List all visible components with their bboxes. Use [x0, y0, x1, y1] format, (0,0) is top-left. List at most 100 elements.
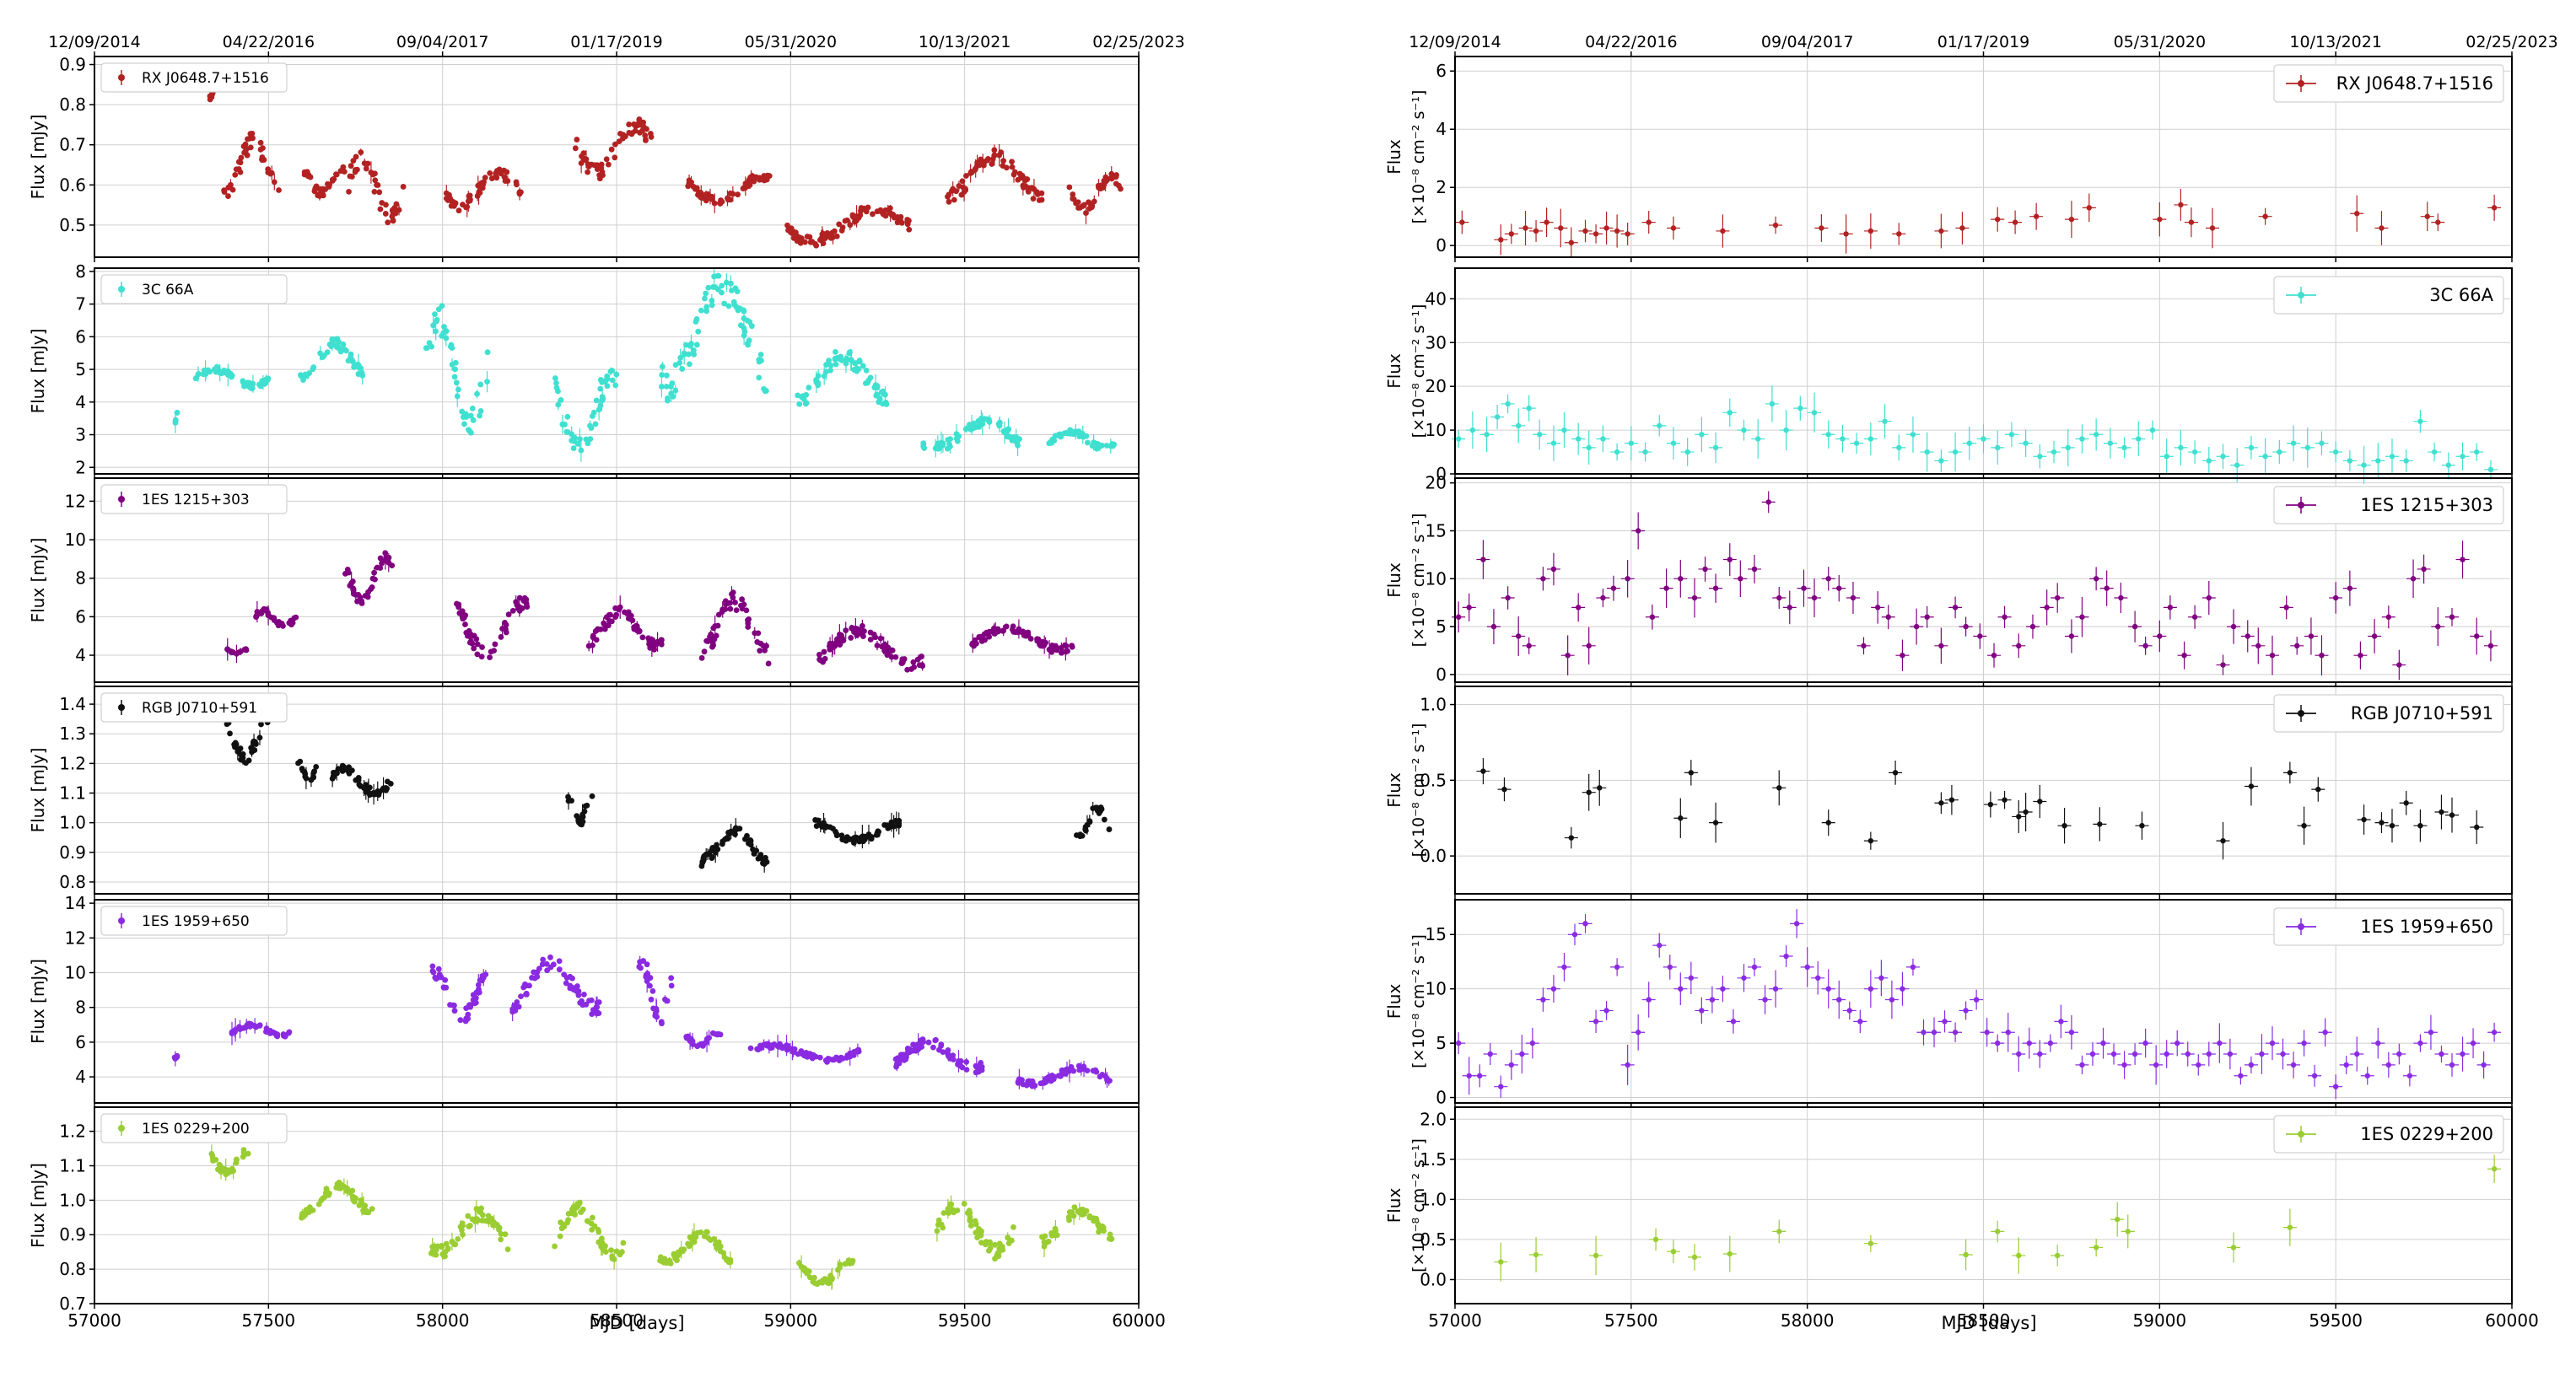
- data-point: [963, 1058, 970, 1065]
- data-point: [2385, 614, 2392, 620]
- data-point: [2079, 1062, 2085, 1068]
- data-point: [2068, 1030, 2075, 1035]
- data-point: [1064, 648, 1070, 654]
- data-point: [2206, 458, 2212, 464]
- data-point: [920, 1039, 926, 1045]
- y-tick-label: 1.5: [1420, 1149, 1447, 1170]
- data-point: [387, 780, 394, 787]
- data-point: [455, 601, 462, 608]
- data-point: [434, 318, 439, 325]
- data-point: [369, 1206, 375, 1213]
- legend-marker: [118, 917, 125, 924]
- data-point: [1900, 986, 1905, 992]
- data-point: [336, 1179, 342, 1186]
- data-point: [945, 437, 951, 443]
- data-point: [307, 174, 314, 180]
- data-point: [956, 433, 962, 439]
- data-point: [843, 1260, 850, 1267]
- data-point: [591, 1223, 598, 1229]
- y-axis-label-units: [×10⁻⁸ cm⁻² s⁻¹]: [1409, 514, 1428, 648]
- data-point: [1102, 1073, 1108, 1079]
- data-point: [377, 206, 384, 212]
- data-points: [1476, 758, 2484, 860]
- data-point: [612, 154, 618, 161]
- data-point: [439, 332, 445, 339]
- y-axis-label-units: [×10⁻⁸ cm⁻² s⁻¹]: [1409, 90, 1428, 224]
- data-point: [1938, 643, 1944, 649]
- data-point: [882, 391, 888, 398]
- x-tick-label: 58000: [416, 1310, 470, 1331]
- data-point: [709, 298, 715, 304]
- data-point: [2047, 1040, 2054, 1046]
- data-point: [1592, 231, 1599, 237]
- data-point: [892, 654, 899, 660]
- data-point: [574, 983, 580, 989]
- data-point: [698, 307, 704, 314]
- data-point: [590, 632, 596, 639]
- data-point: [452, 366, 458, 373]
- data-point: [2287, 770, 2293, 776]
- data-point: [2435, 623, 2441, 630]
- data-point: [498, 1236, 504, 1243]
- data-point: [1020, 1081, 1027, 1088]
- data-point: [911, 664, 918, 670]
- data-point: [2283, 605, 2289, 611]
- data-point: [2361, 462, 2367, 468]
- legend: 1ES 0229+200: [2273, 1115, 2504, 1154]
- y-tick-label: 20: [1425, 376, 1447, 396]
- data-point: [1699, 432, 1705, 438]
- data-point: [247, 1020, 254, 1027]
- data-point: [814, 1281, 821, 1288]
- data-point: [2175, 1040, 2180, 1046]
- data-point: [267, 1030, 273, 1036]
- data-point: [691, 347, 697, 353]
- top-date-label: 05/31/2020: [2114, 33, 2207, 51]
- data-point: [2248, 444, 2255, 451]
- data-point: [2460, 454, 2466, 460]
- data-point: [2245, 633, 2250, 639]
- top-date-label: 04/22/2016: [223, 33, 315, 51]
- data-point: [1505, 594, 1511, 601]
- x-tick-label: 58500: [1957, 1310, 2011, 1331]
- data-point: [274, 1031, 281, 1038]
- data-point: [521, 594, 528, 601]
- data-point: [2005, 1030, 2011, 1035]
- data-point: [195, 371, 202, 378]
- data-point: [1843, 231, 1849, 237]
- data-point: [2068, 633, 2075, 639]
- data-point: [732, 285, 739, 292]
- data-point: [910, 659, 917, 665]
- data-point: [994, 1250, 1001, 1256]
- data-point: [498, 634, 504, 640]
- data-point: [1070, 1213, 1077, 1219]
- data-point: [447, 1002, 453, 1009]
- data-point: [604, 383, 611, 390]
- data-point: [639, 634, 646, 641]
- data-point: [901, 656, 908, 662]
- data-point: [843, 355, 850, 362]
- data-point: [518, 189, 524, 196]
- data-point: [339, 762, 346, 769]
- data-point: [1720, 986, 1726, 992]
- data-point: [888, 648, 895, 654]
- data-point: [904, 666, 911, 673]
- data-point: [619, 1249, 625, 1255]
- legend-marker: [2298, 502, 2304, 508]
- data-point: [1765, 499, 1771, 505]
- data-point: [1867, 986, 1874, 992]
- data-point: [369, 584, 375, 590]
- data-point: [1101, 1228, 1107, 1234]
- data-point: [2055, 1252, 2061, 1259]
- data-point: [358, 1201, 364, 1208]
- data-point: [579, 1002, 586, 1009]
- y-tick-label: 0.9: [59, 1224, 86, 1245]
- data-point: [443, 335, 450, 342]
- data-point: [544, 967, 551, 974]
- y-tick-label: 2.0: [1420, 1109, 1447, 1129]
- data-point: [1819, 225, 1824, 231]
- data-point: [477, 408, 484, 414]
- data-point: [285, 1030, 292, 1036]
- data-point: [2379, 820, 2385, 826]
- data-point: [337, 168, 344, 175]
- y-tick-label: 1.0: [59, 813, 86, 833]
